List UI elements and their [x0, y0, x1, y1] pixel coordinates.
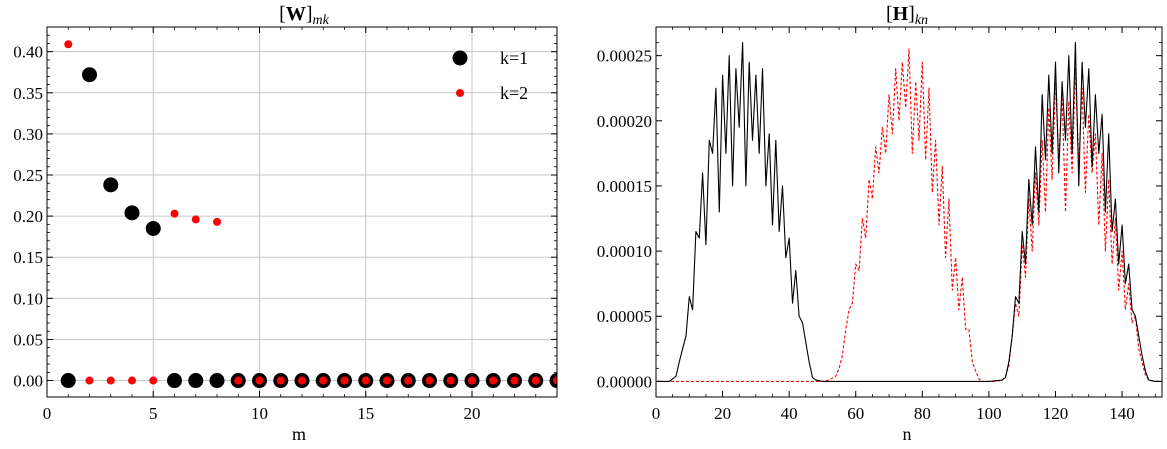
w-point-k2	[128, 376, 136, 385]
h-panel: [H]kn 0 20 40 60 80 100 120 140 0.00000 0.00005 0.…	[597, 3, 1163, 444]
w-point-k2	[553, 376, 557, 385]
w-data-points	[60, 40, 557, 389]
w-point-k1	[145, 220, 161, 236]
w-point-k2	[149, 376, 158, 385]
w-legend: k=1 k=2	[452, 48, 528, 103]
w-point-k2	[361, 376, 370, 385]
w-minor-ticks	[46, 27, 557, 397]
h-panel-title: [H]kn	[886, 3, 928, 28]
w-point-k2	[425, 376, 434, 385]
w-xtick-label: 0	[43, 404, 52, 423]
w-gridlines	[46, 27, 557, 397]
w-point-k1	[82, 67, 97, 83]
w-point-k1	[167, 373, 182, 389]
legend-marker-k2	[456, 89, 464, 97]
h-ytick-label: 0.00005	[597, 307, 652, 326]
w-point-k2	[276, 376, 285, 385]
w-x-axis-label: m	[292, 424, 306, 444]
w-point-k2	[531, 376, 540, 385]
legend-label-k1: k=1	[500, 48, 528, 68]
h-xtick-label: 140	[1109, 404, 1135, 423]
h-xtick-label: 100	[976, 404, 1002, 423]
w-ytick-label: 0.20	[13, 207, 43, 226]
h-tick-labels: 0 20 40 60 80 100 120 140 0.00000 0.00005 0.00010 0…	[597, 47, 1135, 423]
h-ytick-label: 0.00015	[597, 177, 652, 196]
h-x-axis-label: n	[903, 424, 912, 444]
w-point-k2	[383, 376, 391, 385]
w-panel: [W]mk 0 5 10 15 20 0.00 0.05 0.10 0.15 0.20 0.25 0.…	[13, 3, 558, 444]
w-point-k2	[510, 376, 519, 385]
w-point-k2	[255, 376, 264, 385]
w-ytick-label: 0.10	[13, 289, 43, 308]
w-point-k2	[340, 376, 349, 385]
w-point-k2	[298, 376, 306, 385]
h-xtick-label: 80	[914, 404, 931, 423]
w-ytick-label: 0.30	[13, 125, 43, 144]
w-ytick-label: 0.00	[13, 372, 43, 391]
w-point-k2	[234, 376, 243, 385]
h-ytick-label: 0.00000	[597, 372, 652, 391]
legend-marker-k1	[452, 50, 468, 66]
w-point-k2	[106, 376, 115, 385]
h-xtick-label: 60	[847, 404, 864, 423]
w-point-k2	[489, 376, 498, 385]
w-ytick-label: 0.35	[13, 84, 43, 103]
w-point-k2	[446, 376, 455, 385]
w-ytick-label: 0.05	[13, 330, 43, 349]
w-point-k2	[85, 376, 94, 385]
w-ytick-label: 0.25	[13, 166, 43, 185]
w-point-k2	[191, 215, 200, 224]
w-xtick-label: 5	[149, 404, 158, 423]
w-xtick-label: 15	[357, 404, 374, 423]
h-ytick-label: 0.00010	[597, 242, 652, 261]
h-ytick-label: 0.00025	[597, 47, 652, 66]
h-minor-ticks	[655, 27, 1162, 397]
h-series-line-red	[656, 48, 1162, 382]
w-ytick-label: 0.40	[13, 43, 43, 62]
h-series-line-black	[656, 42, 1162, 382]
h-plot-frame	[655, 26, 1163, 398]
w-tick-labels: 0 5 10 15 20 0.00 0.05 0.10 0.15 0.20 0.25 0.30 0.35…	[13, 43, 480, 423]
h-xtick-label: 40	[781, 404, 798, 423]
w-plot-frame	[46, 26, 558, 398]
w-xtick-label: 20	[464, 404, 481, 423]
w-point-k1	[124, 205, 140, 221]
w-point-k2	[468, 376, 476, 385]
w-point-k2	[319, 376, 328, 385]
w-point-k1	[188, 373, 204, 389]
w-point-k1	[103, 177, 119, 193]
h-xtick-label: 120	[1043, 404, 1069, 423]
h-series-lines	[656, 42, 1162, 382]
w-xtick-label: 10	[251, 404, 268, 423]
w-point-k2	[404, 376, 413, 385]
w-point-k2	[64, 40, 73, 49]
w-point-k2	[213, 217, 221, 226]
w-ytick-label: 0.15	[13, 248, 43, 267]
h-xtick-label: 20	[714, 404, 731, 423]
h-ytick-label: 0.00020	[597, 112, 652, 131]
w-panel-title: [W]mk	[279, 3, 329, 28]
h-xtick-label: 0	[652, 404, 661, 423]
legend-label-k2: k=2	[500, 83, 528, 103]
w-point-k1	[209, 373, 225, 389]
w-point-k2	[170, 209, 179, 218]
w-point-k1	[60, 373, 76, 389]
